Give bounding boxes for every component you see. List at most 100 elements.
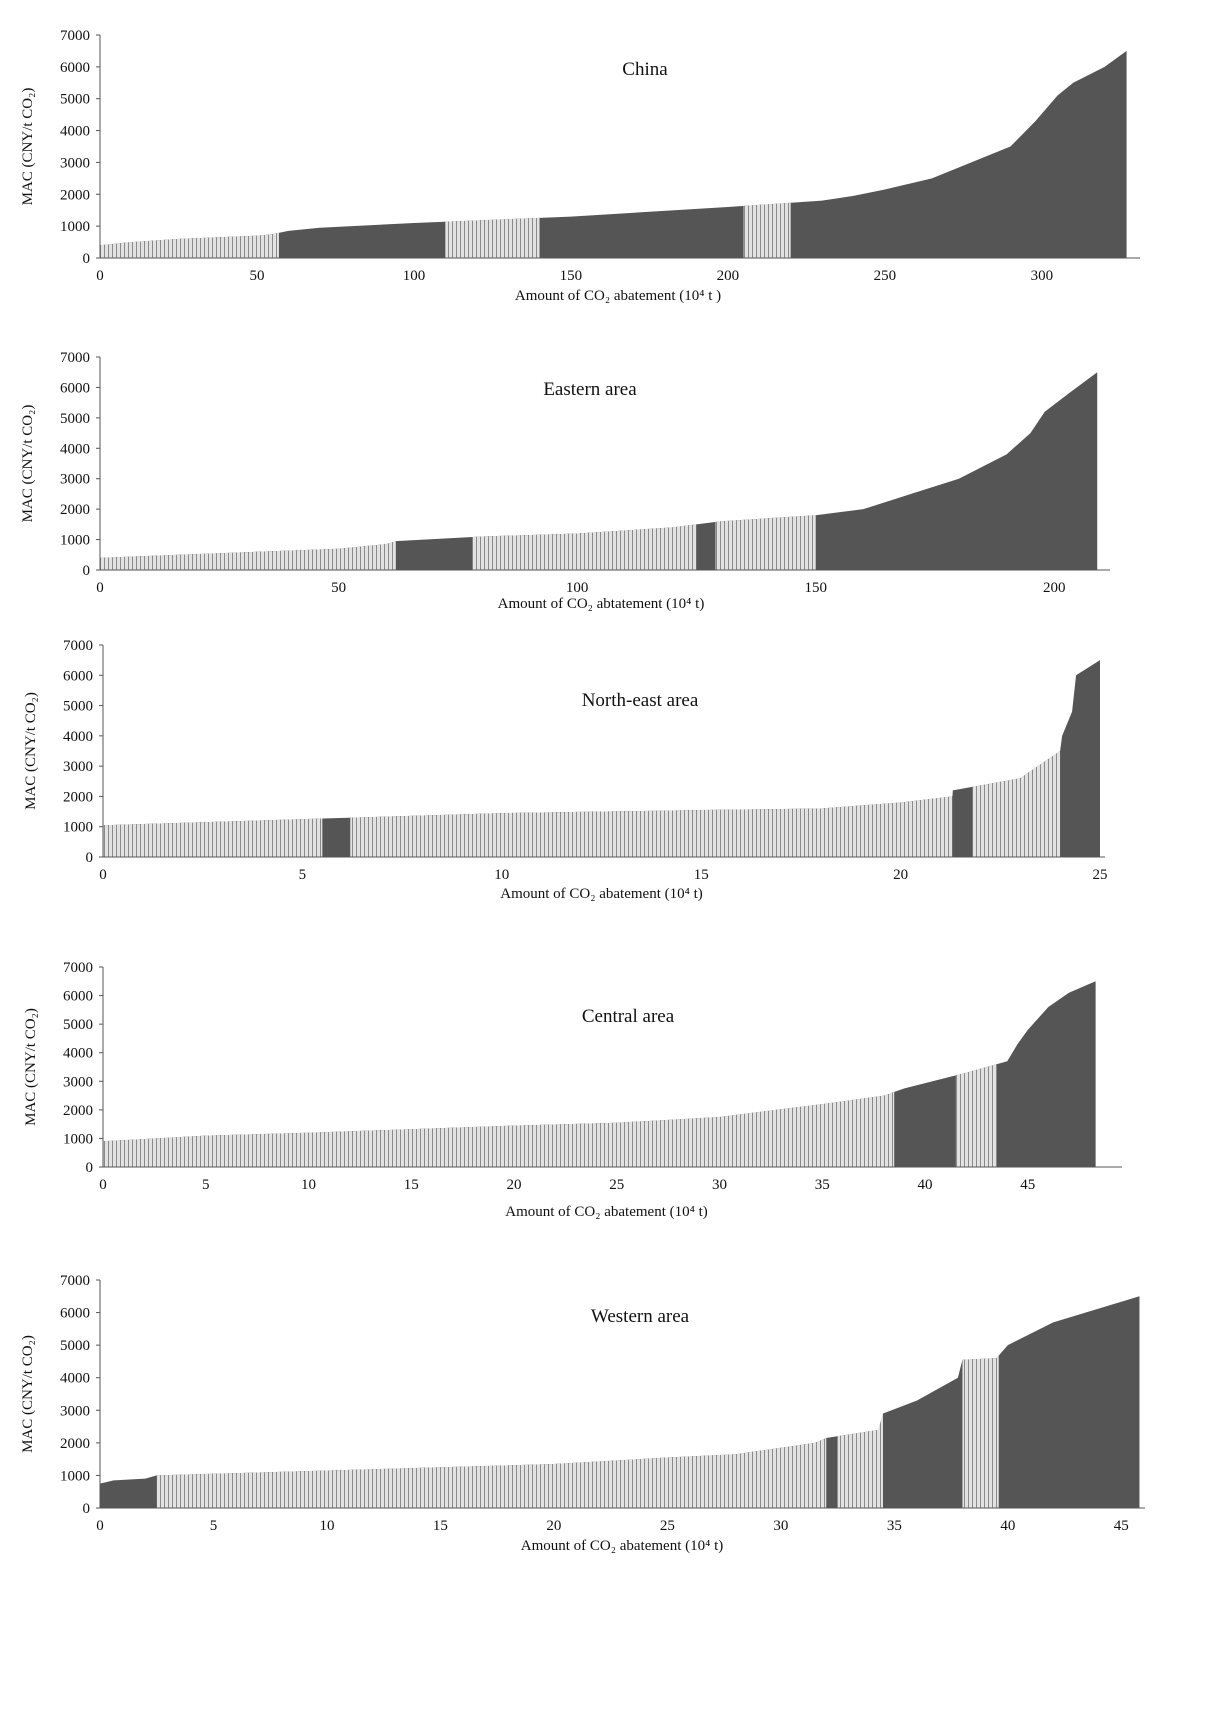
y-tick-label: 6000 — [60, 380, 90, 396]
x-tick-label: 5 — [210, 1518, 218, 1534]
light-band — [350, 660, 953, 857]
y-tick-label: 6000 — [63, 668, 93, 684]
x-tick-label: 25 — [1093, 867, 1108, 883]
chart-title: Western area — [591, 1306, 690, 1327]
x-tick-label: 15 — [433, 1518, 448, 1534]
x-tick-label: 300 — [1031, 268, 1054, 284]
y-tick-label: 3000 — [63, 759, 93, 775]
x-tick-label: 30 — [712, 1177, 727, 1193]
y-tick-label: 0 — [86, 850, 94, 866]
y-tick-label: 1000 — [63, 1131, 93, 1147]
y-tick-label: 0 — [83, 1501, 91, 1517]
x-tick-label: 50 — [331, 580, 346, 596]
light-band — [156, 1296, 827, 1508]
x-tick-label: 0 — [99, 867, 107, 883]
chart-panel-3: 0 1000 2000 3000 4000 5000 6000 7000 0 5 10 15 20 25 N… — [23, 638, 1108, 902]
y-tick-label: 4000 — [60, 1371, 90, 1387]
x-tick-label: 0 — [96, 268, 104, 284]
x-tick-label: 10 — [494, 867, 509, 883]
y-axis-label: MAC (CNY/t CO₂) — [20, 88, 36, 206]
y-tick-label: 3000 — [60, 1403, 90, 1419]
y-tick-label: 0 — [86, 1160, 94, 1176]
chart-panel-5: 0 1000 2000 3000 4000 5000 6000 7000 0 5 10 15 20 25 3… — [20, 1273, 1145, 1554]
y-tick-label: 7000 — [60, 350, 90, 366]
chart-title: Eastern area — [543, 379, 637, 400]
light-band — [445, 50, 540, 258]
y-axis-label: MAC (CNY/t CO₂) — [20, 1335, 36, 1453]
x-tick-label: 30 — [773, 1518, 788, 1534]
x-tick-label: 20 — [893, 867, 908, 883]
y-tick-label: 5000 — [63, 1017, 93, 1033]
x-tick-label: 100 — [403, 268, 426, 284]
y-tick-label: 3000 — [63, 1074, 93, 1090]
x-tick-label: 35 — [887, 1518, 902, 1534]
y-tick-label: 4000 — [60, 441, 90, 457]
x-tick-label: 10 — [301, 1177, 316, 1193]
x-tick-label: 25 — [609, 1177, 624, 1193]
x-tick-label: 5 — [299, 867, 307, 883]
x-tick-label: 45 — [1114, 1518, 1129, 1534]
x-tick-label: 200 — [717, 268, 740, 284]
x-tick-label: 0 — [96, 1518, 104, 1534]
mac-area — [100, 372, 1098, 570]
x-axis-label: Amount of CO₂ abatement (10⁴ t) — [500, 886, 703, 902]
y-axis-label: MAC (CNY/t CO₂) — [23, 1008, 39, 1126]
x-tick-label: 10 — [319, 1518, 334, 1534]
light-band — [715, 372, 816, 570]
x-tick-label: 40 — [918, 1177, 933, 1193]
light-band — [103, 660, 323, 857]
y-tick-label: 1000 — [60, 1468, 90, 1484]
light-band — [103, 981, 895, 1167]
y-tick-label: 0 — [83, 251, 91, 267]
y-tick-label: 6000 — [63, 989, 93, 1005]
chart-panel-4: 0 1000 2000 3000 4000 5000 6000 7000 0 5 10 15 20 25 3… — [23, 960, 1122, 1220]
y-tick-label: 5000 — [60, 1338, 90, 1354]
light-band — [743, 50, 791, 258]
x-axis-label: Amount of CO₂ abatement (10⁴ t) — [505, 1204, 708, 1220]
chart-panel-2: 0 1000 2000 3000 4000 5000 6000 7000 0 50 100 150 20… — [20, 350, 1110, 612]
x-tick-label: 5 — [202, 1177, 210, 1193]
y-tick-label: 7000 — [60, 28, 90, 44]
y-tick-label: 2000 — [60, 187, 90, 203]
x-axis-label: Amount of CO₂ abatement (10⁴ t ) — [515, 288, 721, 304]
y-tick-label: 2000 — [60, 1436, 90, 1452]
x-tick-label: 20 — [546, 1518, 561, 1534]
x-tick-label: 250 — [874, 268, 897, 284]
y-tick-label: 7000 — [63, 960, 93, 976]
x-tick-label: 200 — [1043, 580, 1066, 596]
y-tick-label: 3000 — [60, 155, 90, 171]
x-tick-label: 15 — [694, 867, 709, 883]
y-tick-label: 5000 — [63, 699, 93, 715]
y-tick-label: 1000 — [60, 219, 90, 235]
light-band — [837, 1296, 883, 1508]
x-tick-label: 150 — [804, 580, 827, 596]
y-tick-label: 5000 — [60, 92, 90, 108]
light-band — [962, 1296, 999, 1508]
y-tick-label: 7000 — [63, 638, 93, 654]
y-tick-label: 2000 — [63, 1103, 93, 1119]
x-tick-label: 35 — [815, 1177, 830, 1193]
y-tick-label: 5000 — [60, 411, 90, 427]
x-tick-label: 0 — [99, 1177, 107, 1193]
y-tick-label: 1000 — [63, 820, 93, 836]
light-band — [100, 50, 279, 258]
y-tick-label: 6000 — [60, 1306, 90, 1322]
chart-title: China — [622, 59, 668, 80]
y-tick-label: 2000 — [63, 789, 93, 805]
y-axis-label: MAC (CNY/t CO₂) — [23, 692, 39, 810]
x-axis-label: Amount of CO₂ abtatement (10⁴ t) — [498, 596, 705, 612]
x-tick-label: 0 — [96, 580, 104, 596]
y-axis-label: MAC (CNY/t CO₂) — [20, 405, 36, 523]
chart-title: North-east area — [582, 690, 699, 711]
x-tick-label: 150 — [560, 268, 583, 284]
y-tick-label: 3000 — [60, 472, 90, 488]
y-tick-label: 4000 — [60, 124, 90, 140]
y-tick-label: 6000 — [60, 60, 90, 76]
y-tick-label: 7000 — [60, 1273, 90, 1289]
x-tick-label: 15 — [404, 1177, 419, 1193]
x-tick-label: 40 — [1000, 1518, 1015, 1534]
mac-area — [100, 50, 1127, 258]
light-band — [100, 372, 396, 570]
